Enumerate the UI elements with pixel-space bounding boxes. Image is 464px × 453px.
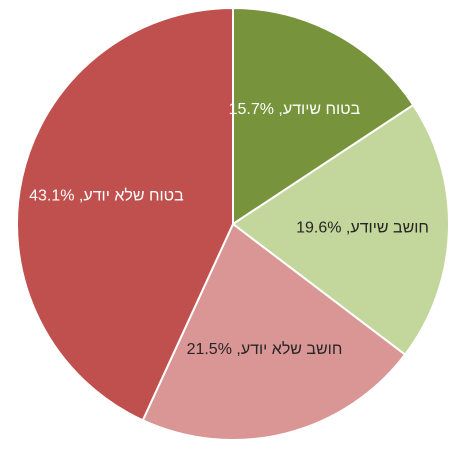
data-label: חושב שלא יודע, 21.5% (187, 340, 343, 358)
data-label: בטוח שיודע, 15.7% (229, 101, 361, 118)
data-label: בטוח שלא יודע, 43.1% (29, 187, 184, 205)
pie-slice (232, 6, 415, 226)
data-label: חושב שיודע, 19.6% (296, 219, 429, 236)
pie-slice (16, 6, 234, 422)
pie-slice (231, 103, 450, 357)
